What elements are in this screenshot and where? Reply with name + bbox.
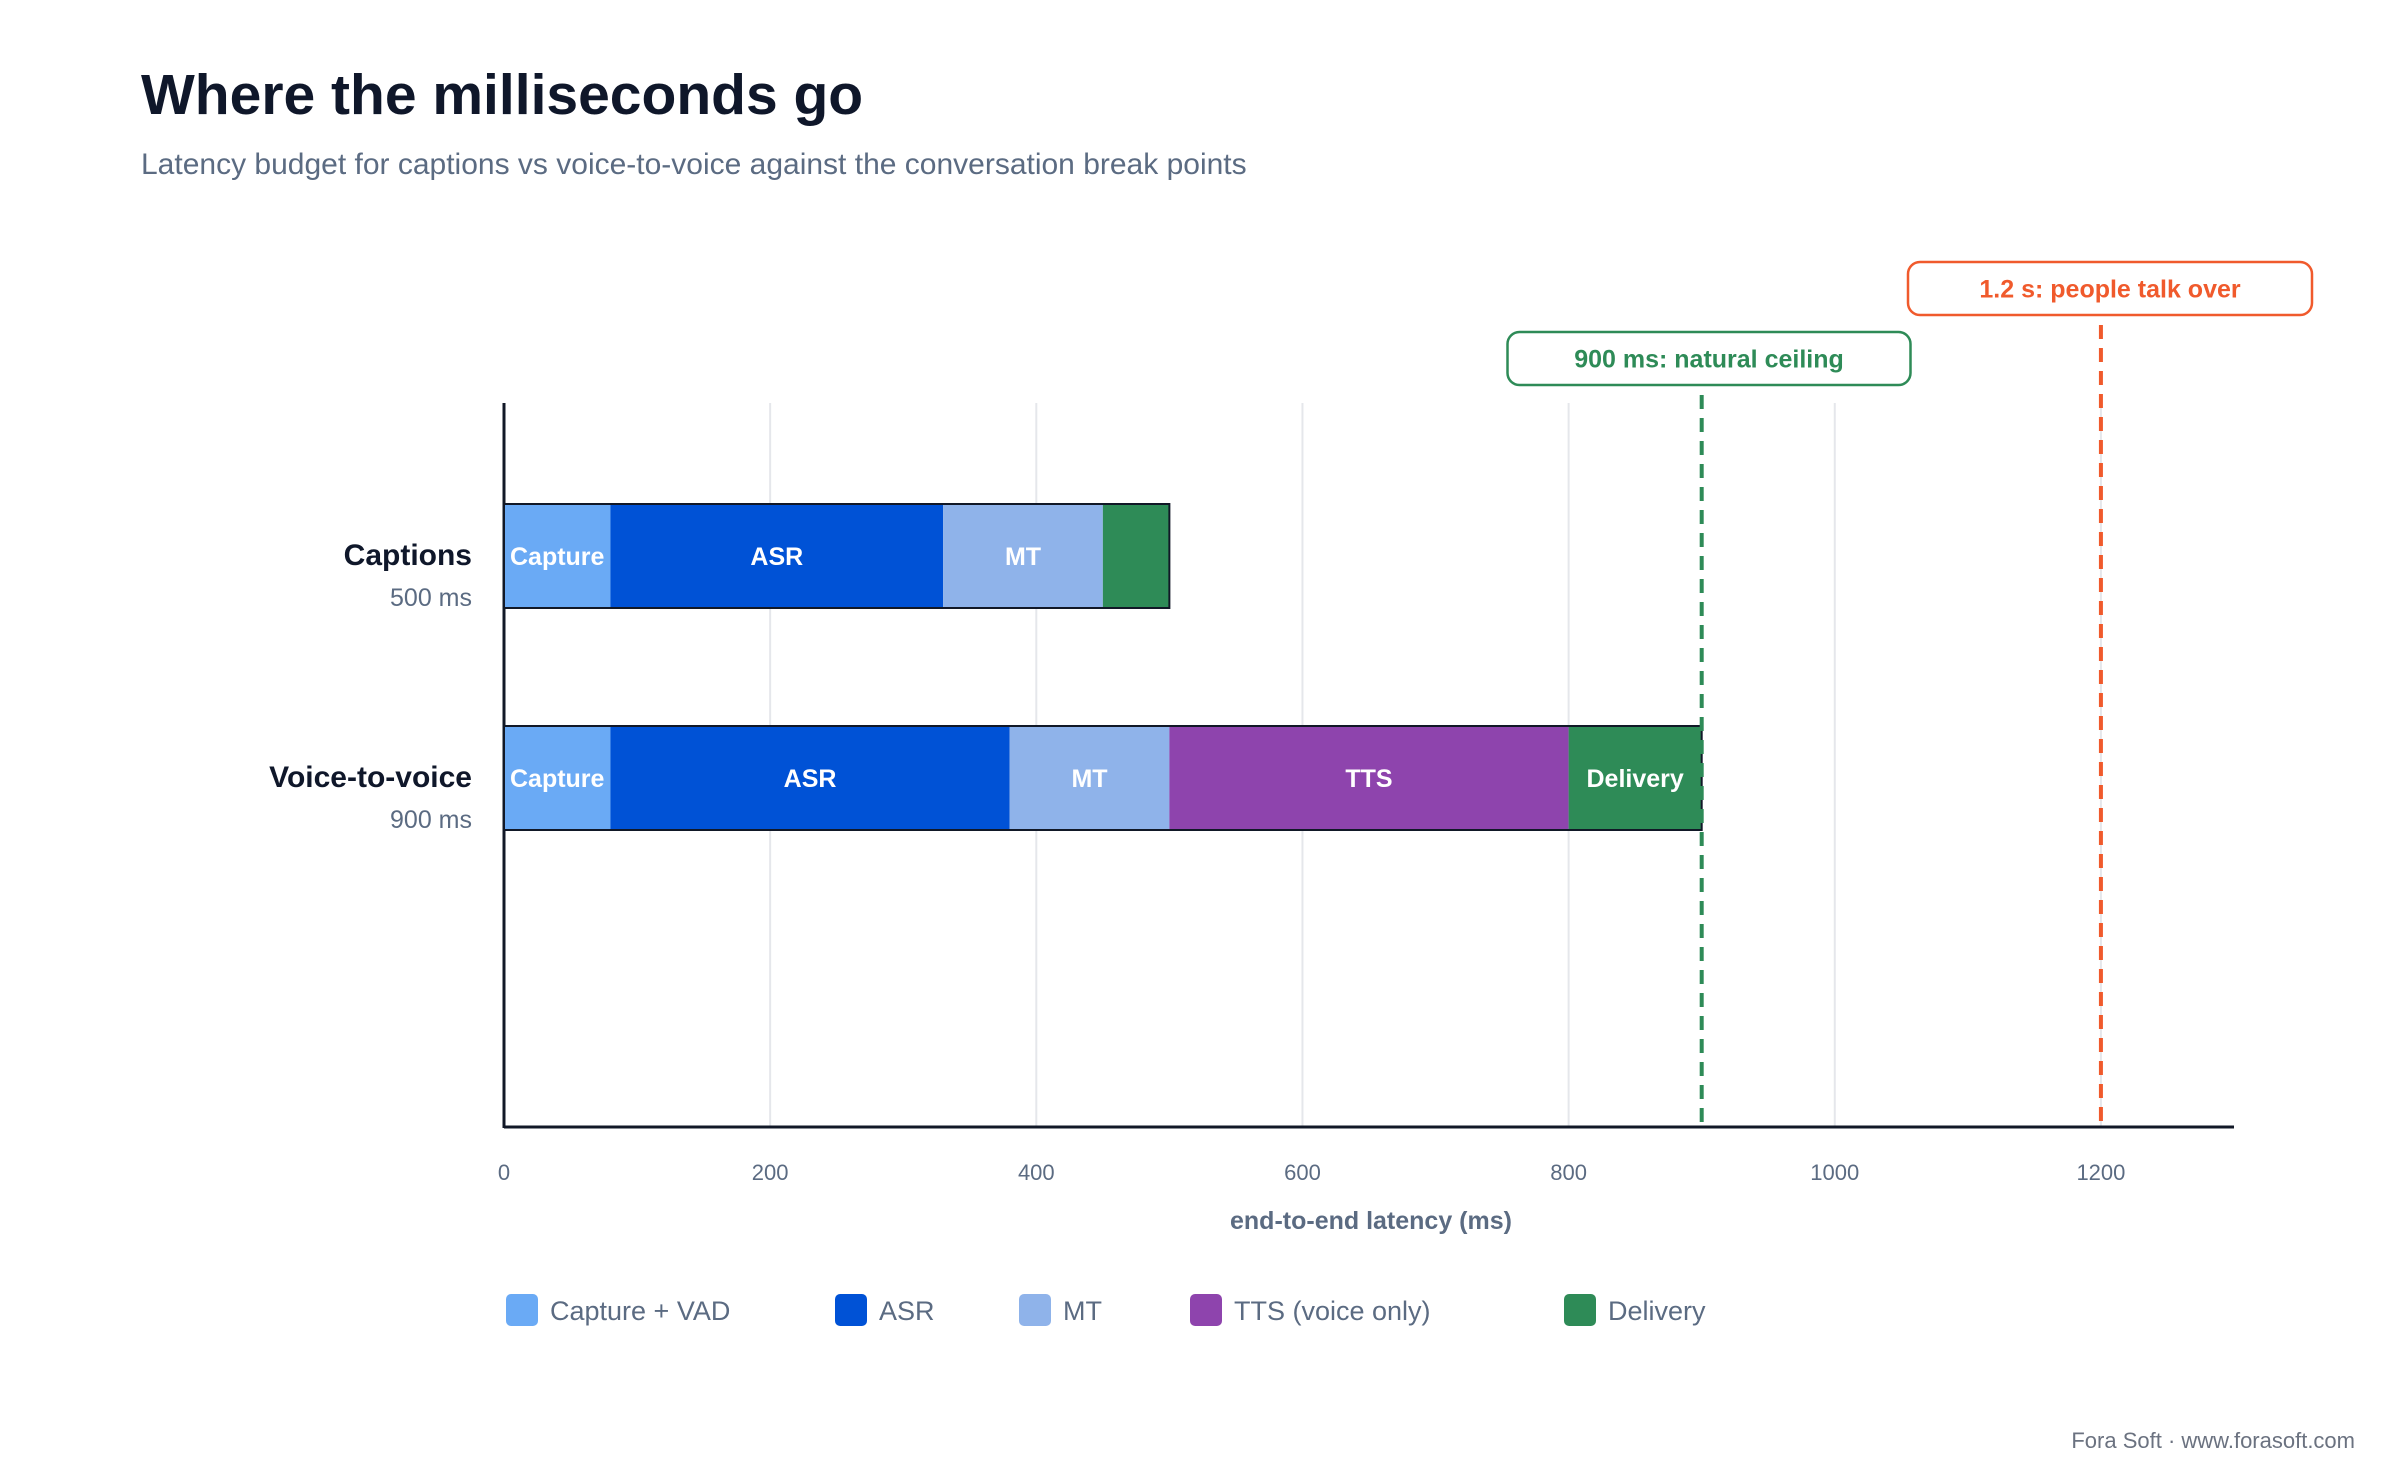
legend-swatch-mt bbox=[1019, 1294, 1051, 1326]
bar-captions-mt bbox=[943, 504, 1103, 608]
row-total-voice-to-voice: 900 ms bbox=[390, 806, 472, 834]
bar-label-voice-to-voice-asr: ASR bbox=[784, 765, 837, 793]
bar-label-captions-mt: MT bbox=[1005, 543, 1041, 571]
x-tick-label-600: 600 bbox=[1284, 1160, 1321, 1185]
bar-label-voice-to-voice-delivery: Delivery bbox=[1587, 765, 1684, 793]
bar-voice-to-voice-mt bbox=[1009, 726, 1170, 830]
bar-voice-to-voice-capture bbox=[504, 726, 611, 830]
bar-label-captions-asr: ASR bbox=[750, 543, 803, 571]
row-total-captions: 500 ms bbox=[390, 584, 472, 612]
x-axis-title: end-to-end latency (ms) bbox=[1230, 1207, 1512, 1235]
bar-voice-to-voice-asr bbox=[610, 726, 1010, 830]
footer-credit: Fora Soft · www.forasoft.com bbox=[2071, 1428, 2355, 1453]
chart-title: Where the milliseconds go bbox=[141, 63, 864, 127]
bar-label-voice-to-voice-tts: TTS bbox=[1345, 765, 1392, 793]
bar-label-voice-to-voice-mt: MT bbox=[1071, 765, 1107, 793]
row-label-captions: Captions bbox=[344, 539, 472, 572]
legend-swatch-asr bbox=[835, 1294, 867, 1326]
threshold-callout-1200 bbox=[1906, 260, 2314, 317]
threshold-label-1200: 1.2 s: people talk over bbox=[1979, 276, 2240, 304]
threshold-callout-900 bbox=[1506, 330, 1912, 387]
x-tick-label-1000: 1000 bbox=[1810, 1160, 1859, 1185]
x-tick-label-200: 200 bbox=[752, 1160, 789, 1185]
bar-voice-to-voice-delivery bbox=[1568, 726, 1702, 830]
x-tick-label-400: 400 bbox=[1018, 1160, 1055, 1185]
bar-label-voice-to-voice-capture: Capture bbox=[510, 765, 605, 793]
bar-captions-delivery bbox=[1102, 504, 1170, 608]
legend-label-capture: Capture + VAD bbox=[550, 1296, 730, 1326]
bar-outline-voice-to-voice bbox=[503, 725, 1703, 831]
row-label-voice-to-voice: Voice-to-voice bbox=[269, 761, 472, 794]
legend-label-asr: ASR bbox=[879, 1296, 935, 1326]
bar-label-captions-capture: Capture bbox=[510, 543, 605, 571]
legend-label-mt: MT bbox=[1063, 1296, 1102, 1326]
legend-label-tts: TTS (voice only) bbox=[1234, 1296, 1431, 1326]
chart-subtitle: Latency budget for captions vs voice-to-… bbox=[141, 148, 1247, 181]
bar-captions-capture bbox=[504, 504, 611, 608]
bar-captions-asr bbox=[610, 504, 944, 608]
legend-swatch-delivery bbox=[1564, 1294, 1596, 1326]
legend-label-delivery: Delivery bbox=[1608, 1296, 1706, 1326]
threshold-label-900: 900 ms: natural ceiling bbox=[1574, 346, 1844, 374]
legend-swatch-capture bbox=[506, 1294, 538, 1326]
legend-swatch-tts bbox=[1190, 1294, 1222, 1326]
x-tick-label-1200: 1200 bbox=[2076, 1160, 2125, 1185]
bar-voice-to-voice-tts bbox=[1169, 726, 1569, 830]
bar-outline-captions bbox=[503, 503, 1171, 609]
x-tick-label-800: 800 bbox=[1550, 1160, 1587, 1185]
x-tick-label-0: 0 bbox=[498, 1160, 510, 1185]
